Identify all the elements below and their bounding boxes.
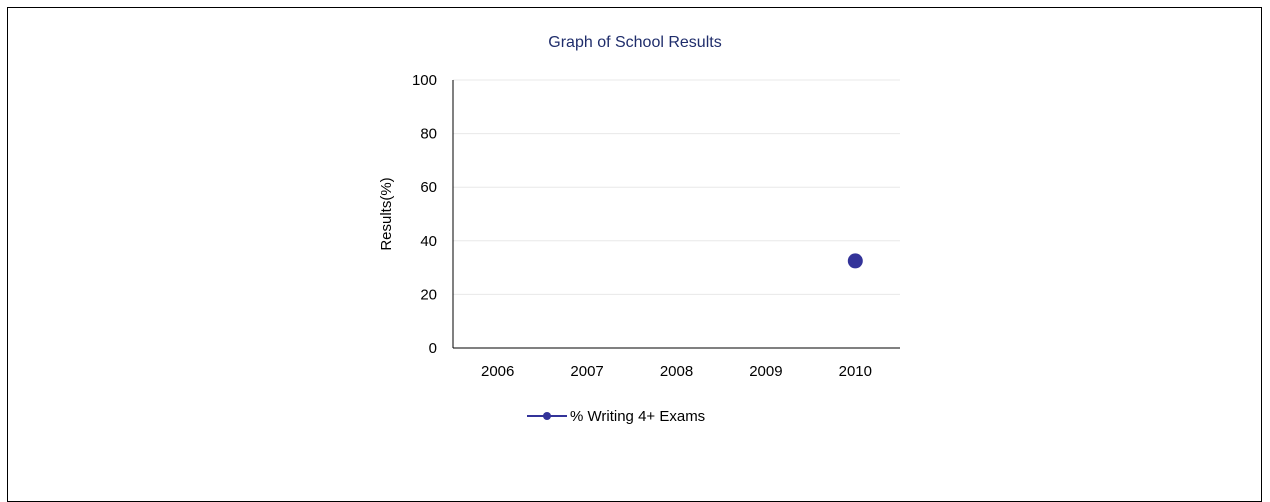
grid-lines: [453, 79, 900, 295]
y-tick-labels: 0 20 40 60 80 100: [412, 72, 437, 357]
chart-frame: [7, 7, 1262, 502]
y-tick-label: 100: [412, 72, 437, 89]
y-tick-label: 80: [420, 126, 437, 143]
legend: % Writing 4+ Exams: [527, 408, 705, 425]
chart-title: Graph of School Results: [548, 34, 721, 51]
data-point: [847, 253, 863, 269]
series-markers: [847, 253, 863, 269]
y-tick-label: 40: [420, 233, 437, 250]
x-tick-label: 2006: [481, 363, 514, 380]
y-tick-label: 60: [420, 179, 437, 196]
legend-marker: [543, 412, 551, 420]
x-tick-label: 2009: [749, 363, 782, 380]
y-tick-label: 20: [420, 286, 437, 303]
x-tick-labels: 2006 2007 2008 2009 2010: [481, 363, 872, 380]
x-tick-label: 2007: [570, 363, 603, 380]
x-tick-label: 2008: [660, 363, 693, 380]
x-tick-label: 2010: [839, 363, 872, 380]
y-tick-label: 0: [429, 340, 437, 357]
axes: [452, 80, 900, 349]
legend-label: % Writing 4+ Exams: [570, 408, 705, 425]
y-axis-label: Results(%): [378, 177, 395, 250]
